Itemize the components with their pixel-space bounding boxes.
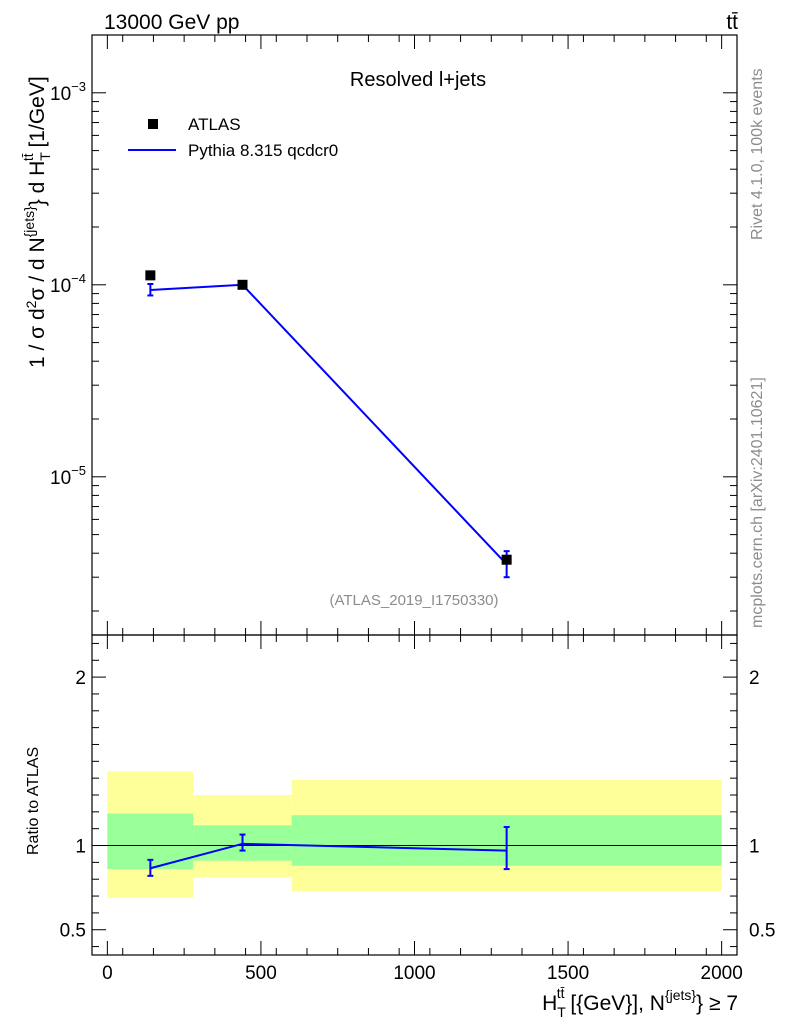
ratio-y-axis-label: Ratio to ATLAS	[25, 747, 42, 855]
analysis-watermark: (ATLAS_2019_I1750330)	[329, 592, 498, 609]
energy-label: 13000 GeV pp	[104, 11, 239, 34]
legend-atlas-label: ATLAS	[188, 115, 241, 134]
ratio-y-tick-label-right: 1	[749, 837, 760, 858]
x-tick-label: 0	[102, 963, 113, 984]
atlas-data-point	[145, 270, 156, 281]
atlas-data-point	[501, 554, 512, 565]
legend-pythia-label: Pythia 8.315 qcdcr0	[188, 141, 338, 160]
ratio-y-tick-label-left: 1	[75, 837, 86, 858]
x-tick-label: 1500	[547, 963, 589, 984]
pythia-line	[150, 283, 508, 566]
process-label: tt̄	[726, 11, 738, 34]
source-text: mcplots.cern.ch [arXiv:2401.10621]	[749, 377, 766, 628]
x-tick-label: 500	[245, 963, 277, 984]
x-tick-label: 1000	[393, 963, 435, 984]
ratio-y-tick-label-left: 2	[75, 668, 86, 689]
ratio-y-tick-label-left: 0.5	[60, 921, 86, 942]
legend-atlas-marker	[148, 119, 158, 129]
rivet-version-text: Rivet 4.1.0, 100k events	[749, 68, 766, 240]
plot-title: Resolved l+jets	[350, 69, 486, 91]
main-y-tick-label: 10−3	[50, 79, 86, 105]
ratio-y-tick-label-right: 0.5	[749, 921, 775, 942]
main-y-axis-label: 1 / σ d2σ / d N{jets}} d HTtt̄ [1/GeV]	[20, 76, 53, 368]
main-y-tick-label: 10−4	[50, 271, 86, 297]
main-y-tick-label: 10−5	[50, 463, 86, 489]
ratio-y-tick-label-right: 2	[749, 668, 760, 689]
atlas-data-point	[237, 279, 248, 290]
x-tick-label: 2000	[701, 963, 743, 984]
ratio-plot: 0 500 1000 1500 2000 0.5 0.5 1 1 2 2	[60, 634, 775, 984]
x-axis-label: HTtt̄ [{GeV}], N{jets}} ≥ 7	[542, 985, 738, 1020]
